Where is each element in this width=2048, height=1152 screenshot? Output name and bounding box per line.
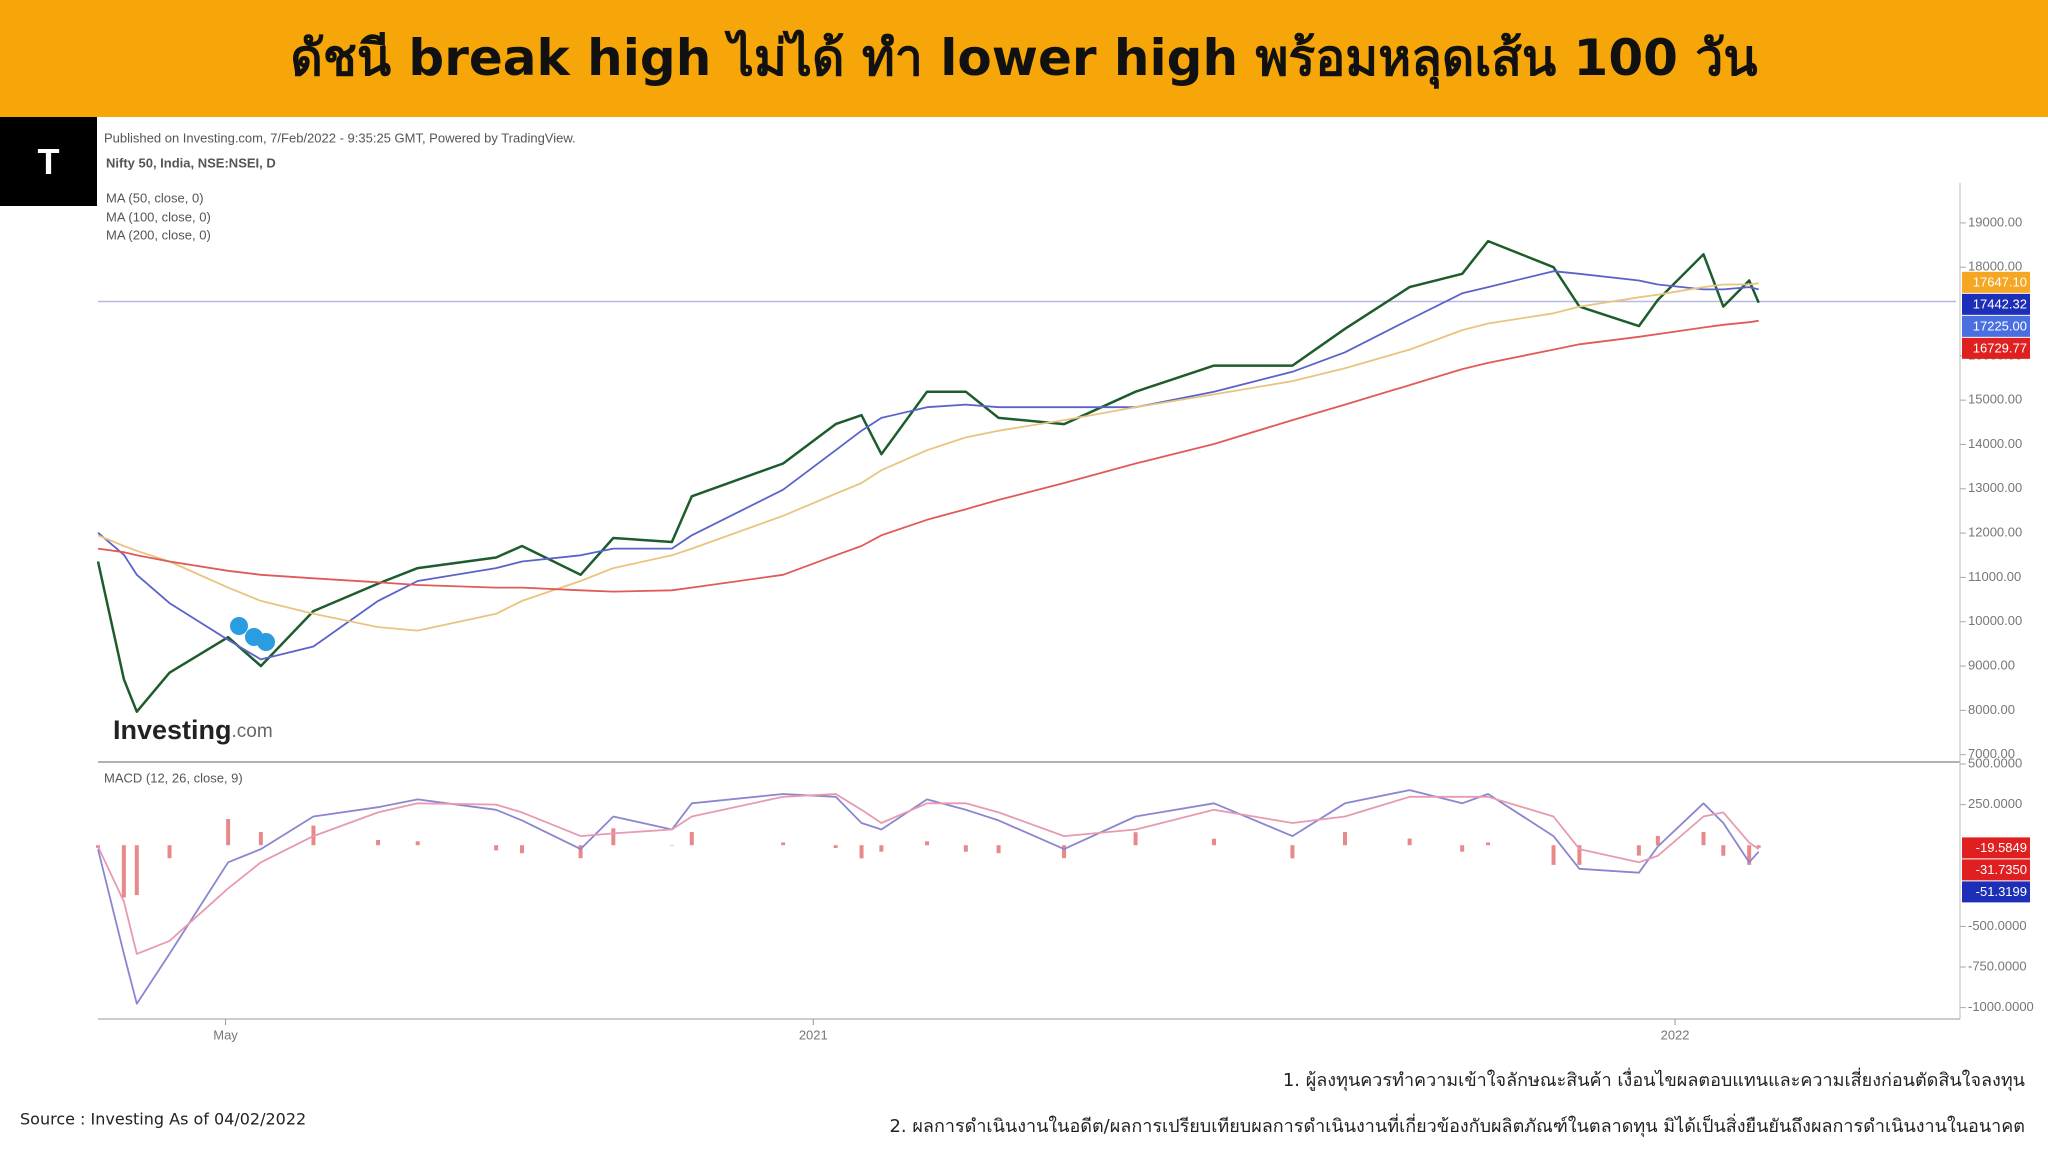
y-tick-label: 11000.00 (1968, 569, 2021, 584)
histogram-bar (1212, 838, 1217, 846)
logo-brand: Investing (113, 715, 232, 745)
histogram-bar (1701, 832, 1706, 846)
histogram-bar (1342, 832, 1347, 846)
histogram-bar (494, 845, 499, 851)
value-label: -31.7350 (1976, 862, 2027, 877)
event-icon (230, 617, 248, 635)
event-icon (257, 633, 275, 651)
y-tick-label: 12000.00 (1968, 525, 2022, 540)
series-line (97, 793, 1760, 955)
header: ดัชนี break high ไม่ได้ ทำ lower high พร… (0, 0, 2048, 117)
value-label: -51.3199 (1976, 884, 2027, 899)
y-tick-label: 14000.00 (1968, 436, 2022, 451)
histogram-bar (859, 845, 864, 859)
header-title: ดัชนี break high ไม่ได้ ทำ lower high พร… (290, 29, 1758, 87)
logo: Investing.com (113, 715, 273, 745)
source: Source : Investing As of 04/02/2022 (20, 1110, 306, 1129)
legend-entry: Nifty 50, India, NSE:NSEI, D (106, 155, 276, 170)
histogram-bar (669, 845, 674, 846)
histogram-bar (1407, 838, 1412, 846)
histogram-bar (1551, 845, 1556, 865)
histogram-bar (1577, 845, 1582, 865)
value-box (1962, 293, 2030, 315)
histogram-bar (879, 845, 884, 852)
x-tick-label: 2021 (799, 1027, 828, 1042)
series-line (97, 789, 1760, 1005)
value-box (1962, 881, 2030, 903)
value-label: 16729.77 (1973, 340, 2027, 355)
histogram-bar (1756, 845, 1761, 848)
histogram-bar (134, 845, 139, 896)
chart-title: Published on Investing.com, 7/Feb/2022 -… (104, 130, 576, 145)
histogram-bar (1636, 845, 1641, 856)
histogram-bar (611, 828, 616, 846)
y-tick-label: -1000.0000 (1968, 999, 2034, 1014)
y-tick-label: -750.0000 (1968, 958, 2027, 973)
y-tick-label: 250.0000 (1968, 796, 2022, 811)
legend-entry: MA (100, close, 0) (106, 209, 211, 224)
value-label: 17647.10 (1973, 274, 2027, 289)
histogram-bar (519, 845, 524, 854)
value-box (1962, 337, 2030, 359)
histogram-bar (689, 832, 694, 846)
histogram-bar (1721, 845, 1726, 856)
histogram-bar (121, 845, 126, 898)
badge: T (0, 117, 97, 206)
y-tick-label: 13000.00 (1968, 480, 2022, 495)
y-tick-label: 19000.00 (1968, 214, 2022, 229)
value-box (1962, 315, 2030, 337)
value-box (1962, 271, 2030, 293)
series-line (97, 319, 1759, 593)
note: 2. ผลการดำเนินงานในอดีต/ผลการเปรียบเทียบ… (889, 1113, 2025, 1137)
histogram-bar (1062, 845, 1067, 859)
y-tick-label: 7000.00 (1968, 746, 2015, 761)
histogram-bar (226, 819, 231, 846)
value-label: 17442.32 (1973, 296, 2027, 311)
series-line (97, 282, 1759, 632)
histogram-bar (376, 840, 381, 846)
histogram-bar (1290, 845, 1295, 859)
histogram-bar (1133, 832, 1138, 846)
histogram-bar (833, 845, 838, 848)
y-tick-label: 500.0000 (1968, 755, 2022, 770)
value-label: 17225.00 (1973, 318, 2027, 333)
histogram-bar (258, 832, 263, 846)
series-line (97, 270, 1759, 661)
macd-title: MACD (12, 26, close, 9) (104, 770, 243, 785)
histogram-bar (578, 845, 583, 859)
histogram-bar (781, 842, 786, 846)
histogram-bar (1486, 842, 1491, 846)
logo-suffix: .com (232, 721, 273, 742)
histogram-bar (925, 841, 930, 846)
histogram-bar (167, 845, 172, 859)
value-box (1962, 859, 2030, 881)
histogram-bar (1655, 835, 1660, 846)
y-tick-label: 10000.00 (1968, 613, 2022, 628)
value-label: -19.5849 (1976, 840, 2027, 855)
y-tick-label: -500.0000 (1968, 918, 2027, 933)
histogram-bar (963, 845, 968, 852)
histogram-bar (1747, 845, 1752, 865)
legend-entry: MA (200, close, 0) (106, 227, 211, 242)
y-tick-label: 9000.00 (1968, 657, 2015, 672)
histogram-bar (1460, 845, 1465, 852)
note: 1. ผู้ลงทุนควรทำความเข้าใจลักษณะสินค้า เ… (1283, 1067, 2025, 1091)
x-tick-label: 2022 (1661, 1027, 1690, 1042)
value-box (1962, 837, 2030, 859)
histogram-bar (415, 841, 420, 846)
histogram-bar (996, 845, 1001, 854)
y-tick-label: 15000.00 (1968, 392, 2022, 407)
y-tick-label: 8000.00 (1968, 702, 2015, 717)
legend-entry: MA (50, close, 0) (106, 190, 204, 205)
x-tick-label: May (213, 1027, 238, 1042)
series-line (96, 239, 1760, 713)
y-tick-label: 18000.00 (1968, 259, 2022, 274)
